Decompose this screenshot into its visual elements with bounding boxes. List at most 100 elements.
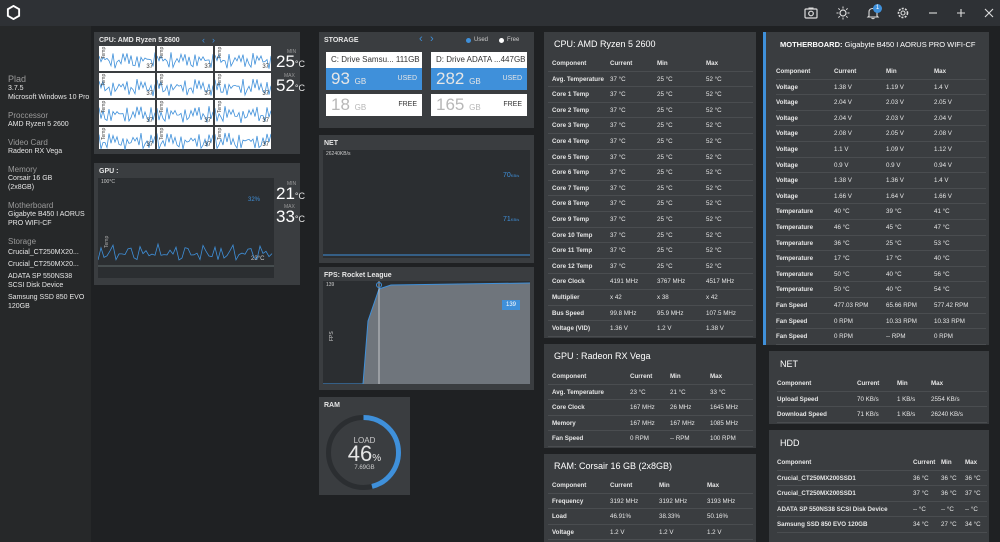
- row-label: Memory: [552, 419, 576, 427]
- app-version: 3.7.5: [8, 85, 24, 92]
- cell-value: 37 °C: [610, 215, 626, 223]
- cell-value: 17 °C: [834, 255, 850, 263]
- row-label: Frequency: [552, 497, 584, 505]
- cell-value: 1.4 V: [934, 83, 949, 91]
- cell-value: 46.91%: [610, 513, 631, 521]
- mini-value: 37: [146, 91, 153, 97]
- cell-value: 52 °C: [706, 231, 722, 239]
- table-row: Memory 167 MHz 167 MHz 1085 MHz: [548, 416, 753, 432]
- row-label: Temperature: [776, 270, 814, 278]
- fps-axis-label: FPS: [329, 331, 335, 341]
- mini-value: 37: [262, 118, 269, 124]
- cpu-core-graph: Temp 37: [215, 100, 271, 125]
- row-label: Voltage: [776, 192, 798, 200]
- drive-d-used-value: 282 GB: [436, 69, 481, 88]
- table-row: Samsung SSD 850 EVO 120GB 34 °C 27 °C 34 °C: [777, 517, 987, 533]
- mini-axis-label: Temp: [159, 46, 165, 59]
- cell-value: 37 °C: [610, 231, 626, 239]
- cell-value: 2.03 V: [886, 114, 904, 122]
- cell-value: 10.33 RPM: [934, 317, 965, 325]
- cell-value: 37 °C: [610, 200, 626, 208]
- cell-value: 1.4 V: [934, 177, 949, 185]
- cell-value: 52 °C: [706, 184, 722, 192]
- cell-value: 100 RPM: [710, 435, 736, 443]
- column-header: Component: [777, 380, 812, 387]
- cell-value: 50 °C: [834, 286, 850, 294]
- mini-value: 37: [146, 64, 153, 70]
- storage-item: Crucial_CT250MX20...: [8, 261, 79, 268]
- row-label: Voltage: [776, 177, 798, 185]
- cell-value: 107.5 MHz: [706, 309, 736, 317]
- cell-value: 40 °C: [934, 255, 950, 263]
- mini-axis-label: Temp: [217, 100, 223, 113]
- cell-value: 52 °C: [706, 153, 722, 161]
- cell-value: 41 °C: [934, 208, 950, 216]
- cell-value: 23 °C: [630, 388, 646, 396]
- prev-arrow-icon[interactable]: ‹: [202, 35, 205, 45]
- table-row: Core 4 Temp 37 °C 25 °C 52 °C: [548, 134, 753, 150]
- row-label: Core 8 Temp: [552, 200, 590, 208]
- cell-value: 1.36 V: [610, 325, 628, 333]
- drive-d-free: 165 GB FREE: [431, 94, 527, 116]
- drive-d-header: D: Drive ADATA ...447GB: [431, 52, 527, 68]
- table-row: Frequency 3192 MHz 3192 MHz 3193 MHz: [548, 494, 753, 510]
- table-row: Voltage 2.04 V 2.03 V 2.05 V: [776, 95, 986, 111]
- mini-axis-label: Temp: [159, 100, 165, 113]
- net-table-title: NET: [780, 359, 798, 369]
- settings-gear-icon[interactable]: [896, 6, 910, 20]
- hdd-table-panel: HDD Component Current Min Max Crucial_CT250M…: [769, 430, 989, 542]
- close-icon[interactable]: [982, 6, 996, 20]
- drive-c-card: C: Drive Samsu... 111GB 93 GB USED 18 GB…: [326, 52, 422, 123]
- cpu-core-line: [215, 53, 271, 69]
- fps-area-chart: [323, 281, 530, 384]
- mini-value: 37: [262, 64, 269, 70]
- memory-label: Memory: [8, 165, 37, 174]
- cell-value: 46 °C: [834, 223, 850, 231]
- cell-value: 1.38 V: [834, 83, 852, 91]
- brightness-icon[interactable]: [836, 6, 850, 20]
- motherboard-table-title: MOTHERBOARD: Gigabyte B450 I AORUS PRO W…: [780, 40, 976, 49]
- gpu-max-value: 33°C: [276, 207, 306, 226]
- column-header: Current: [857, 380, 880, 387]
- cell-value: 1.1 V: [834, 145, 849, 153]
- prev-arrow-icon[interactable]: ‹: [419, 33, 423, 45]
- gpu-temp-line: [98, 242, 273, 262]
- table-row: Core 6 Temp 37 °C 25 °C 52 °C: [548, 165, 753, 181]
- net-graph-panel: NET 26240KB/s 70KB/s 71KB/s: [319, 135, 534, 263]
- row-label: ADATA SP 550NS38 SCSI Disk Device: [777, 505, 888, 513]
- net-scale-label: 26240KB/s: [326, 151, 351, 157]
- motherboard-name: Gigabyte B450 I AORUS PRO WIFI-CF: [8, 211, 85, 227]
- cell-value: 37 °C: [610, 91, 626, 99]
- next-arrow-icon[interactable]: ›: [212, 35, 215, 45]
- cell-value: 65.66 RPM: [886, 301, 917, 309]
- table-row: Crucial_CT250MX200SSD1 36 °C 36 °C 36 °C: [777, 471, 987, 487]
- net-graph: 26240KB/s 70KB/s 71KB/s: [323, 150, 530, 258]
- row-label: Core 6 Temp: [552, 169, 590, 177]
- cell-value: 38.33%: [659, 513, 680, 521]
- cpu-core-graph: Temp 37: [99, 73, 155, 98]
- screenshot-icon[interactable]: [804, 6, 818, 20]
- cell-value: 1.09 V: [886, 145, 904, 153]
- row-label: Avg. Temperature: [552, 388, 604, 396]
- cell-value: 21 °C: [670, 388, 686, 396]
- table-row: Core 3 Temp 37 °C 25 °C 52 °C: [548, 118, 753, 134]
- column-header: Component: [552, 60, 587, 67]
- drive-c-used-label: USED: [397, 75, 417, 82]
- row-label: Core 9 Temp: [552, 215, 590, 223]
- gpu-line-chart: [98, 242, 274, 267]
- drive-d-used: 282 GB USED: [431, 68, 527, 90]
- cell-value: 27 °C: [941, 521, 957, 529]
- row-label: Core 2 Temp: [552, 106, 590, 114]
- drive-d-free-label: FREE: [503, 101, 522, 108]
- cell-value: 3192 MHz: [659, 497, 688, 505]
- minimize-icon[interactable]: [926, 6, 940, 20]
- cell-value: 50.16%: [707, 513, 728, 521]
- next-arrow-icon[interactable]: ›: [430, 33, 434, 45]
- table-row: Upload Speed 70 KB/s 1 KB/s 2554 KB/s: [777, 392, 987, 408]
- column-header: Current: [610, 60, 633, 67]
- gpu-load-percent: 32%: [248, 197, 261, 203]
- processor-name: AMD Ryzen 5 2600: [8, 121, 69, 128]
- ram-table-panel: RAM: Corsair 16 GB (2x8GB) Component Curr…: [544, 454, 756, 542]
- maximize-icon[interactable]: [954, 6, 968, 20]
- mini-value: 37: [204, 64, 211, 70]
